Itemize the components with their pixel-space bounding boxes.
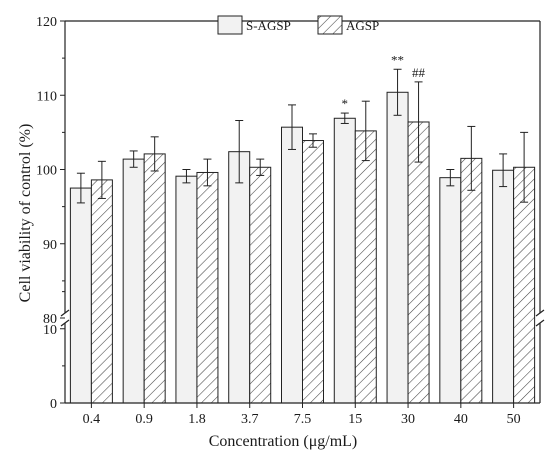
- x-axis-title: Concentration (μg/mL): [209, 433, 358, 450]
- y-tick-label-10: 10: [43, 323, 57, 338]
- bar-s-agsp-40: [439, 177, 462, 404]
- bar-agsp-0.4: [90, 179, 113, 404]
- legend-label-s-agsp: S-AGSP: [246, 18, 291, 33]
- y-tick-label-0: 0: [50, 397, 57, 412]
- bar-s-agsp-3.7: [228, 151, 251, 404]
- x-tick-label-30: 30: [401, 412, 415, 427]
- bar-agsp-1.8: [196, 171, 219, 404]
- x-tick-label-15: 15: [348, 412, 362, 427]
- x-tick-label-0.9: 0.9: [135, 412, 153, 427]
- significance-mark: ##: [412, 65, 426, 80]
- significance-mark: **: [391, 52, 404, 67]
- bar-s-agsp-50: [492, 169, 515, 404]
- plot-area: 0.4 0.9 1.8 3.7 7.5 15 30 40 50***##010809010011…: [36, 15, 545, 427]
- legend: S-AGSP AGSP: [217, 15, 379, 35]
- x-tick-label-40: 40: [454, 412, 468, 427]
- y-tick-label-100: 100: [36, 164, 57, 179]
- y-axis-break-lower: [60, 319, 70, 327]
- x-tick-label-3.7: 3.7: [241, 412, 259, 427]
- right-axis-break-upper: [535, 309, 545, 317]
- legend-label-agsp: AGSP: [346, 18, 379, 33]
- bar-s-agsp-7.5: [281, 126, 303, 404]
- x-tick-label-0.4: 0.4: [83, 412, 101, 427]
- right-axis-break-lower: [535, 319, 545, 327]
- bar-agsp-40: [460, 157, 483, 404]
- legend-swatch-s-agsp: [217, 15, 243, 35]
- bar-s-agsp-30: [386, 91, 409, 404]
- bar-s-agsp-15: [333, 117, 356, 404]
- bar-agsp-3.7: [249, 166, 272, 404]
- legend-swatch-agsp: [317, 15, 343, 35]
- y-tick-label-120: 120: [36, 15, 57, 30]
- significance-mark: *: [342, 96, 349, 111]
- bar-s-agsp-0.9: [122, 158, 145, 404]
- y-tick-label-80: 80: [43, 312, 57, 327]
- bar-agsp-7.5: [302, 140, 324, 404]
- y-tick-label-110: 110: [37, 89, 57, 104]
- bar-agsp-15: [354, 130, 377, 404]
- bar-s-agsp-0.4: [69, 187, 92, 404]
- bar-agsp-30: [407, 121, 430, 404]
- x-tick-label-1.8: 1.8: [188, 412, 206, 427]
- x-tick-label-7.5: 7.5: [294, 412, 312, 427]
- y-axis-title: Cell viability of control (%): [17, 124, 34, 303]
- y-axis-break-upper: [60, 309, 70, 317]
- bar-agsp-0.9: [143, 153, 166, 404]
- y-tick-label-90: 90: [43, 238, 57, 253]
- x-tick-label-50: 50: [507, 412, 521, 427]
- bar-s-agsp-1.8: [175, 175, 198, 404]
